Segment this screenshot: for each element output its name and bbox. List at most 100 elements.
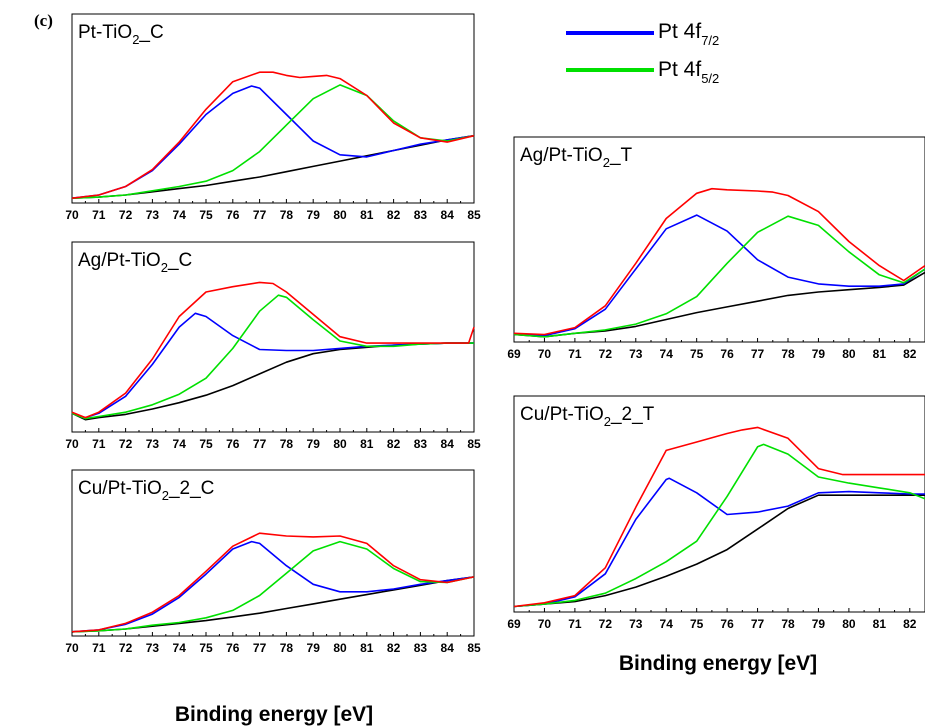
x-tick-label: 74	[173, 437, 187, 451]
x-tick-label: 74	[173, 641, 187, 655]
plot-frame	[513, 395, 925, 613]
x-tick-label: 72	[599, 617, 613, 631]
x-tick-label: 77	[253, 641, 267, 655]
x-tick-label: 80	[333, 437, 347, 451]
envelope-line	[71, 281, 475, 419]
legend-entry-pt4f52: Pt 4f5/2	[566, 58, 719, 86]
x-tick-label: 82	[387, 208, 401, 222]
x-tick-label: 83	[414, 641, 428, 655]
pt4f52-line	[513, 443, 925, 608]
pt4f72-line	[71, 312, 474, 419]
x-tick-label: 71	[92, 641, 106, 655]
x-tick-label: 81	[873, 347, 887, 361]
x-tick-label: 76	[720, 617, 734, 631]
panel-pt-tio2-c: 70 71 72 73 74 75 76 77 78 79 80 81 82 83 84 85 Pt-TiO2_…	[65, 13, 481, 222]
x-tick-label: 79	[307, 208, 321, 222]
x-tick-label: 75	[199, 641, 213, 655]
x-tick-label: 77	[253, 437, 267, 451]
x-tick-label: 81	[873, 617, 887, 631]
envelope-line	[71, 532, 475, 633]
x-tick-label: 79	[812, 347, 826, 361]
x-tick-label: 78	[781, 347, 795, 361]
x-tick-label: 85	[467, 437, 481, 451]
legend: Pt 4f7/2 Pt 4f5/2	[566, 20, 719, 86]
x-tick-label: 73	[146, 641, 160, 655]
x-tick-label: 82	[903, 347, 917, 361]
x-tick-label: 80	[842, 347, 856, 361]
x-tick-label: 76	[226, 208, 240, 222]
x-tick-label: 76	[226, 437, 240, 451]
panel-cu-pt-tio2-2-c: 70 71 72 73 74 75 76 77 78 79 80 81 82 83 84 85 Cu/Pt-Ti…	[65, 469, 481, 655]
pt4f52-line	[71, 540, 475, 633]
x-tick-label: 70	[538, 617, 552, 631]
x-tick-label: 71	[92, 208, 106, 222]
x-tick-label: 74	[660, 617, 674, 631]
x-tick-label: 79	[307, 437, 321, 451]
x-tick-label: 70	[65, 641, 79, 655]
x-tick-label: 77	[751, 347, 765, 361]
x-tick-label: 84	[441, 641, 455, 655]
x-axis-label-right: Binding energy [eV]	[619, 652, 817, 675]
background-line	[71, 342, 474, 421]
x-tick-label: 80	[333, 208, 347, 222]
x-tick-label: 82	[903, 617, 917, 631]
x-tick-label: 75	[199, 437, 213, 451]
x-tick-label: 75	[690, 347, 704, 361]
x-tick-label: 83	[414, 437, 428, 451]
panel-cu-pt-tio2-2-t: 69 70 71 72 73 74 75 76 77 78 79 80 81 82 Cu/Pt-TiO2_2…	[507, 395, 925, 631]
x-tick-label: 69	[507, 617, 521, 631]
legend-label: Pt 4f5/2	[658, 58, 719, 86]
x-tick-label: 76	[720, 347, 734, 361]
panel-title: Cu/Pt-TiO2_2_T	[520, 404, 655, 429]
pt4f52-line	[71, 84, 475, 199]
x-tick-label: 75	[199, 208, 213, 222]
x-tick-label: 79	[307, 641, 321, 655]
pt4f52-line	[71, 294, 474, 420]
panel-title: Ag/Pt-TiO2_T	[520, 145, 633, 170]
x-tick-label: 76	[226, 641, 240, 655]
x-tick-label: 77	[751, 617, 765, 631]
x-tick-label: 73	[629, 347, 643, 361]
x-tick-label: 84	[441, 437, 455, 451]
x-tick-label: 74	[173, 208, 187, 222]
x-tick-label: 78	[280, 641, 294, 655]
x-tick-label: 83	[414, 208, 428, 222]
x-tick-label: 72	[119, 437, 133, 451]
x-tick-label: 78	[781, 617, 795, 631]
x-tick-label: 81	[360, 641, 374, 655]
x-tick-label: 74	[660, 347, 674, 361]
x-tick-label: 71	[568, 347, 582, 361]
x-tick-label: 77	[253, 208, 267, 222]
pt4f72-line	[513, 214, 925, 337]
panel-title: Pt-TiO2_C	[78, 22, 164, 47]
pt4f72-line	[513, 477, 925, 608]
x-tick-label: 70	[65, 437, 79, 451]
x-tick-label: 85	[467, 208, 481, 222]
x-tick-label: 82	[387, 437, 401, 451]
x-tick-label: 80	[842, 617, 856, 631]
x-tick-label: 81	[360, 437, 374, 451]
x-tick-label: 84	[441, 208, 455, 222]
x-tick-label: 81	[360, 208, 374, 222]
x-tick-label: 80	[333, 641, 347, 655]
pt4f52-line	[513, 215, 925, 338]
envelope-line	[71, 71, 475, 199]
envelope-line	[513, 187, 925, 336]
plot-frame	[513, 136, 925, 343]
legend-entry-pt4f72: Pt 4f7/2	[566, 20, 719, 48]
panel-ag-pt-tio2-t: 69 70 71 72 73 74 75 76 77 78 79 80 81 82 Ag/Pt-TiO2_T	[507, 136, 925, 361]
figure-label: (c)	[34, 11, 53, 30]
x-tick-label: 72	[599, 347, 613, 361]
x-tick-label: 70	[65, 208, 79, 222]
x-tick-label: 71	[568, 617, 582, 631]
x-tick-label: 73	[146, 437, 160, 451]
x-tick-label: 73	[146, 208, 160, 222]
envelope-line	[513, 426, 925, 608]
x-tick-label: 73	[629, 617, 643, 631]
x-tick-label: 82	[387, 641, 401, 655]
x-tick-label: 72	[119, 208, 133, 222]
x-tick-label: 75	[690, 617, 704, 631]
x-tick-label: 71	[92, 437, 106, 451]
panel-ag-pt-tio2-c: 70 71 72 73 74 75 76 77 78 79 80 81 82 83 84 85 Ag/Pt-Ti…	[65, 241, 481, 451]
